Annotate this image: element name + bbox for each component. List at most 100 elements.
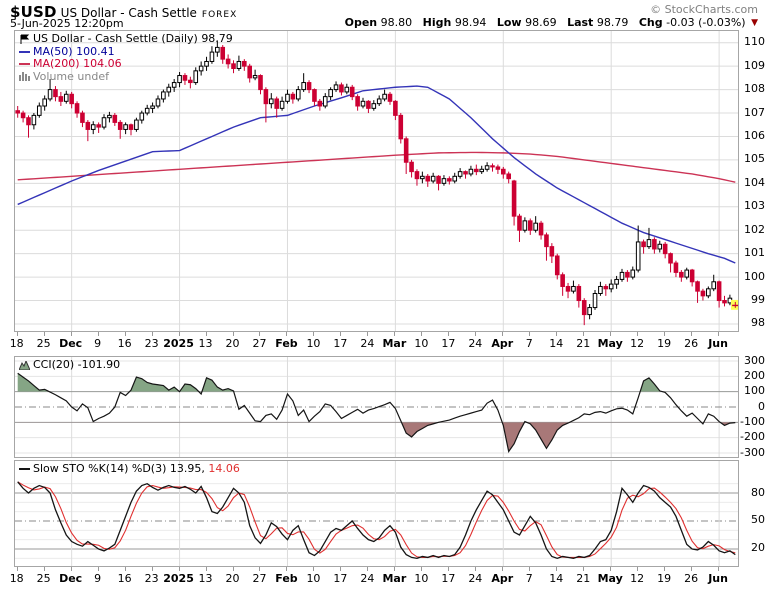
date-tick <box>367 332 369 336</box>
date-tick-label: 26 <box>684 337 699 350</box>
date-tick-label: Mar <box>382 572 407 585</box>
date-tick-label: May <box>597 337 623 350</box>
date-tick <box>151 567 153 571</box>
date-tick <box>232 567 234 571</box>
date-tick <box>529 332 531 336</box>
quote-summary: Open 98.80 High 98.94 Low 98.69 Last 98.… <box>338 16 758 29</box>
date-tick-label: 17 <box>333 337 348 350</box>
date-tick-label: Mar <box>382 337 407 350</box>
date-tick <box>43 332 45 336</box>
date-tick-label: 19 <box>657 337 672 350</box>
date-tick <box>97 332 99 336</box>
cci-tick-label: -200 <box>740 430 765 444</box>
volume-label: Volume undef <box>33 69 109 83</box>
volume-bars-icon <box>19 72 30 82</box>
date-tick <box>367 567 369 571</box>
date-tick <box>664 332 666 336</box>
open-label: Open <box>344 16 378 29</box>
chart-datetime: 5-Jun-2025 12:20pm <box>10 17 124 30</box>
sto-y-axis: 80 50 20 <box>740 460 767 565</box>
date-tick <box>718 332 720 336</box>
price-panel: US Dollar - Cash Settle (Daily) 98.79 MA… <box>14 30 739 332</box>
date-tick <box>16 332 18 336</box>
date-tick-label: 12 <box>630 337 645 350</box>
price-tick-label: 106 <box>744 128 765 142</box>
date-tick-label: 24 <box>360 572 375 585</box>
date-tick-label: 23 <box>144 572 159 585</box>
date-tick <box>610 332 612 336</box>
date-tick <box>610 567 612 571</box>
date-tick-label: 18 <box>9 572 24 585</box>
date-tick <box>259 332 261 336</box>
date-tick <box>70 332 72 336</box>
date-tick <box>178 332 180 336</box>
date-tick-label: 14 <box>549 572 564 585</box>
date-tick <box>475 567 477 571</box>
cci-label: CCI(20) -101.90 <box>33 358 121 371</box>
date-tick <box>502 567 504 571</box>
date-tick-label: 27 <box>252 337 267 350</box>
date-tick-label: Feb <box>275 572 298 585</box>
date-tick <box>637 332 639 336</box>
date-tick-label: 9 <box>94 337 102 350</box>
date-tick <box>205 332 207 336</box>
date-tick-label: Dec <box>59 337 83 350</box>
date-tick-label: May <box>597 572 623 585</box>
series-value: 98.79 <box>201 32 233 45</box>
date-tick <box>340 567 342 571</box>
price-tick-label: 105 <box>744 152 765 166</box>
date-tick-label: 21 <box>576 337 591 350</box>
price-tick-label: 104 <box>744 175 765 189</box>
date-tick <box>97 567 99 571</box>
date-tick-label: 13 <box>198 572 213 585</box>
date-tick-label: 2025 <box>163 572 194 585</box>
price-tick-label: 110 <box>744 35 765 49</box>
date-tick <box>286 332 288 336</box>
cci-tick-label: 0 <box>758 399 765 413</box>
date-tick <box>313 567 315 571</box>
date-tick-label: 10 <box>414 337 429 350</box>
price-tick-label: 98 <box>751 316 765 330</box>
price-tick-label: 109 <box>744 58 765 72</box>
date-tick <box>691 332 693 336</box>
date-tick <box>718 567 720 571</box>
sto-tick-label: 50 <box>751 513 765 527</box>
date-tick-label: 20 <box>225 572 240 585</box>
date-tick-label: 9 <box>94 572 102 585</box>
date-tick <box>43 567 45 571</box>
date-tick <box>205 567 207 571</box>
date-tick-label: 10 <box>306 337 321 350</box>
last-label: Last <box>567 16 594 29</box>
date-tick-label: 26 <box>684 572 699 585</box>
date-tick <box>70 567 72 571</box>
date-tick-label: Apr <box>491 572 514 585</box>
ma50-swatch <box>19 50 30 53</box>
date-tick <box>556 567 558 571</box>
ma200-label: MA(200) 104.06 <box>33 57 122 70</box>
stochastic-chart <box>15 461 738 566</box>
price-tick-label: 100 <box>744 269 765 283</box>
price-tick-label: 103 <box>744 199 765 213</box>
date-tick-label: 25 <box>36 337 51 350</box>
open-value: 98.80 <box>380 16 413 29</box>
date-tick-label: 12 <box>630 572 645 585</box>
sto-k-value: 13.95, <box>169 462 205 475</box>
date-tick <box>259 567 261 571</box>
price-legend: US Dollar - Cash Settle (Daily) 98.79 MA… <box>19 32 233 83</box>
stochastic-legend: Slow STO %K(14) %D(3) 13.95, 14.06 <box>19 462 240 476</box>
date-tick-label: 10 <box>414 572 429 585</box>
instrument-name: US Dollar - Cash Settle <box>60 6 197 20</box>
date-tick-label: 17 <box>333 572 348 585</box>
chart-title: $USD US Dollar - Cash Settle FOREX <box>10 2 237 21</box>
sto-tick-label: 80 <box>751 485 765 499</box>
exchange-label: FOREX <box>201 10 238 20</box>
date-tick <box>394 567 396 571</box>
date-tick <box>502 332 504 336</box>
flag-icon <box>19 34 30 45</box>
series-label: US Dollar - Cash Settle (Daily) <box>33 32 198 45</box>
date-tick-label: 14 <box>549 337 564 350</box>
date-tick-label: 7 <box>525 572 533 585</box>
price-y-axis: 98 99 100 101 102 103 104 105 106 107 108 109 110 <box>740 30 767 330</box>
sto-label: Slow STO %K(14) %D(3) <box>33 462 167 475</box>
copyright-label: © StockCharts.com <box>650 3 758 16</box>
